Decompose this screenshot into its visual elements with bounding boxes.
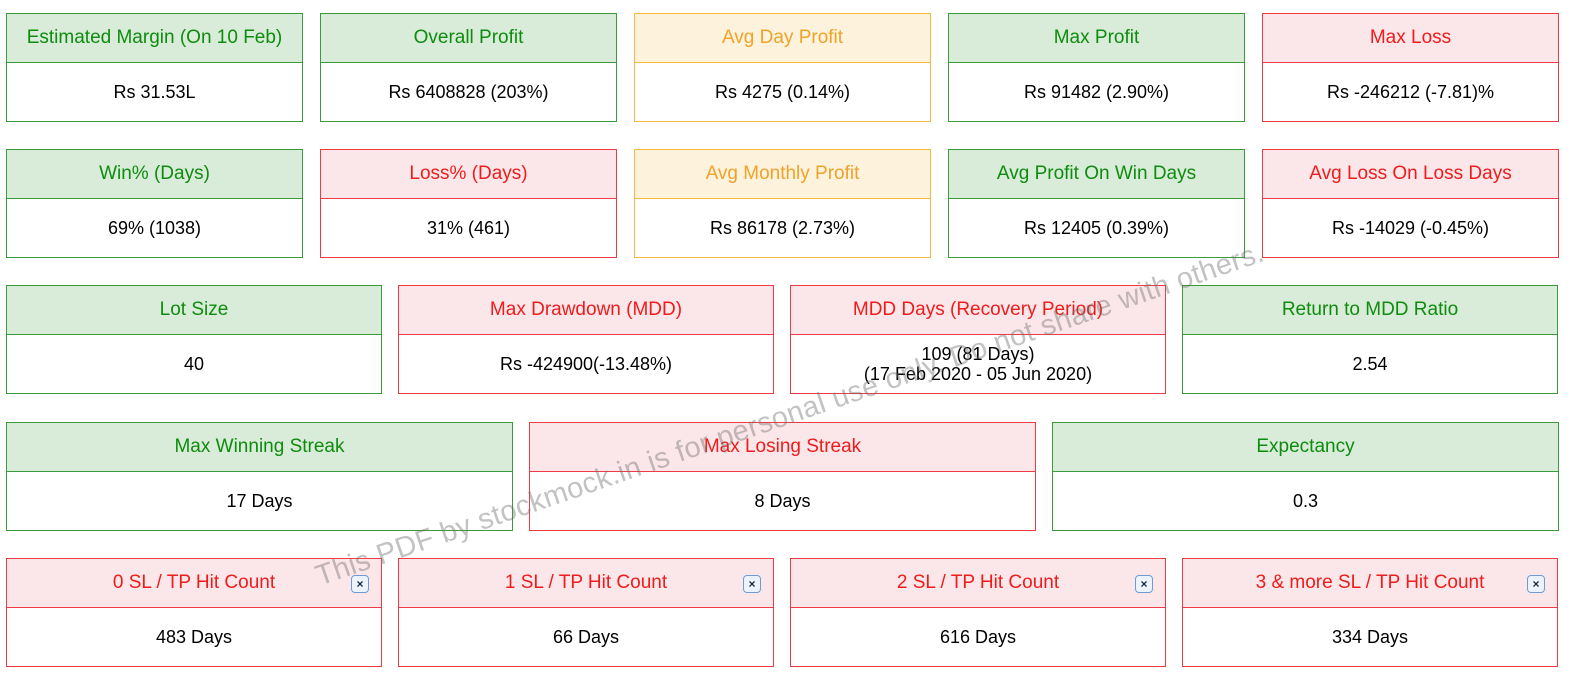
card-win-percent: Win% (Days) 69% (1038) (6, 149, 303, 258)
card-title: Expectancy (1053, 423, 1558, 472)
card-max-losing-streak: Max Losing Streak 8 Days (529, 422, 1036, 531)
card-value: Rs 91482 (2.90%) (1023, 82, 1170, 102)
card-title: Loss% (Days) (321, 150, 616, 199)
card-loss-percent: Loss% (Days) 31% (461) (320, 149, 617, 258)
card-title: 1 SL / TP Hit Count (504, 572, 668, 593)
card-title: 3 & more SL / TP Hit Count (1255, 572, 1485, 593)
card-value: Rs 31.53L (113, 82, 196, 102)
card-title: Max Profit (949, 14, 1244, 63)
card-value: Rs -246212 (-7.81)% (1326, 82, 1495, 102)
card-value: 109 (81 Days) (921, 344, 1035, 364)
card-value: Rs -424900(-13.48%) (499, 354, 673, 374)
card-value: 8 Days (754, 491, 811, 511)
card-title: 0 SL / TP Hit Count (112, 572, 276, 593)
close-icon[interactable]: × (1135, 575, 1153, 593)
card-title: Win% (Days) (7, 150, 302, 199)
card-title: Avg Day Profit (635, 14, 930, 63)
close-icon[interactable]: × (743, 575, 761, 593)
card-title: Avg Loss On Loss Days (1263, 150, 1558, 199)
card-max-loss: Max Loss Rs -246212 (-7.81)% (1262, 13, 1559, 122)
card-value: 17 Days (226, 491, 293, 511)
card-estimated-margin: Estimated Margin (On 10 Feb) Rs 31.53L (6, 13, 303, 122)
card-max-drawdown: Max Drawdown (MDD) Rs -424900(-13.48%) (398, 285, 774, 394)
close-icon[interactable]: × (351, 575, 369, 593)
card-value: 616 Days (939, 627, 1017, 647)
card-value: 0.3 (1292, 491, 1319, 511)
card-value: 483 Days (155, 627, 233, 647)
card-sl-tp-2: 2 SL / TP Hit Count × 616 Days (790, 558, 1166, 667)
card-avg-profit-win-days: Avg Profit On Win Days Rs 12405 (0.39%) (948, 149, 1245, 258)
card-sl-tp-1: 1 SL / TP Hit Count × 66 Days (398, 558, 774, 667)
card-header: 3 & more SL / TP Hit Count × (1183, 559, 1557, 608)
card-title: Estimated Margin (On 10 Feb) (7, 14, 302, 63)
card-header: 0 SL / TP Hit Count × (7, 559, 381, 608)
card-max-winning-streak: Max Winning Streak 17 Days (6, 422, 513, 531)
card-title: Return to MDD Ratio (1183, 286, 1557, 335)
card-expectancy: Expectancy 0.3 (1052, 422, 1559, 531)
card-value: 334 Days (1331, 627, 1409, 647)
close-icon[interactable]: × (1527, 575, 1545, 593)
card-title: 2 SL / TP Hit Count (896, 572, 1060, 593)
card-lot-size: Lot Size 40 (6, 285, 382, 394)
card-avg-loss-loss-days: Avg Loss On Loss Days Rs -14029 (-0.45%) (1262, 149, 1559, 258)
card-header: 1 SL / TP Hit Count × (399, 559, 773, 608)
card-title: Lot Size (7, 286, 381, 335)
card-mdd-days: MDD Days (Recovery Period) 109 (81 Days)… (790, 285, 1166, 394)
card-value: 2.54 (1352, 354, 1388, 374)
card-title: Max Loss (1263, 14, 1558, 63)
card-sl-tp-3-more: 3 & more SL / TP Hit Count × 334 Days (1182, 558, 1558, 667)
card-sl-tp-0: 0 SL / TP Hit Count × 483 Days (6, 558, 382, 667)
card-title: Avg Monthly Profit (635, 150, 930, 199)
card-value: Rs 12405 (0.39%) (1023, 218, 1170, 238)
card-title: Overall Profit (321, 14, 616, 63)
card-value: 69% (1038) (107, 218, 202, 238)
card-return-mdd-ratio: Return to MDD Ratio 2.54 (1182, 285, 1558, 394)
card-title: Max Drawdown (MDD) (399, 286, 773, 335)
card-value: 40 (183, 354, 205, 374)
card-value: 66 Days (552, 627, 620, 647)
card-title: Max Winning Streak (7, 423, 512, 472)
card-value: Rs 86178 (2.73%) (709, 218, 856, 238)
card-avg-monthly-profit: Avg Monthly Profit Rs 86178 (2.73%) (634, 149, 931, 258)
card-title: Max Losing Streak (530, 423, 1035, 472)
card-value: Rs -14029 (-0.45%) (1331, 218, 1490, 238)
card-value: 31% (461) (426, 218, 511, 238)
card-overall-profit: Overall Profit Rs 6408828 (203%) (320, 13, 617, 122)
card-title: Avg Profit On Win Days (949, 150, 1244, 199)
card-header: 2 SL / TP Hit Count × (791, 559, 1165, 608)
card-max-profit: Max Profit Rs 91482 (2.90%) (948, 13, 1245, 122)
card-value: Rs 4275 (0.14%) (714, 82, 851, 102)
card-value: Rs 6408828 (203%) (388, 82, 549, 102)
card-title: MDD Days (Recovery Period) (791, 286, 1165, 335)
card-value-group: 109 (81 Days) (17 Feb 2020 - 05 Jun 2020… (791, 335, 1165, 393)
card-avg-day-profit: Avg Day Profit Rs 4275 (0.14%) (634, 13, 931, 122)
card-value-period: (17 Feb 2020 - 05 Jun 2020) (863, 364, 1093, 384)
